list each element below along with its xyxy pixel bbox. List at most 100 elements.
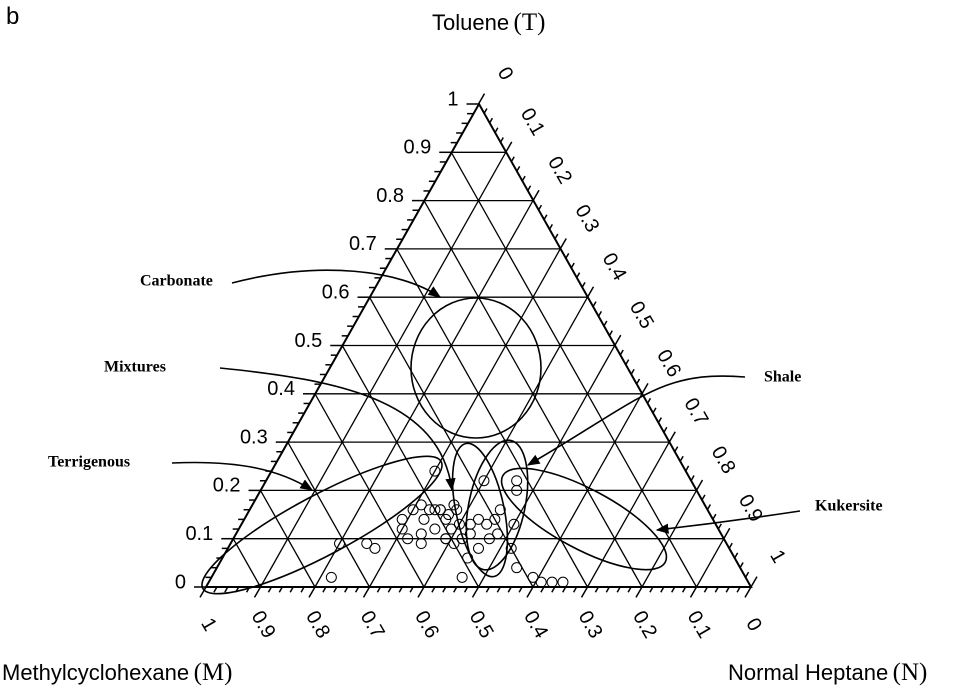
minor-tick [575, 272, 581, 279]
tick-mark [580, 586, 589, 598]
carbonate-region [410, 297, 542, 439]
minor-tick [619, 349, 624, 356]
data-point [361, 538, 373, 550]
tick-label: 0.4 [598, 249, 631, 284]
minor-tick [521, 175, 526, 182]
grid-line [695, 538, 725, 588]
tick-mark [477, 93, 486, 105]
tick-label: 0.4 [267, 378, 295, 400]
tick-mark [308, 586, 316, 598]
minor-tick [706, 504, 712, 511]
arrow [655, 510, 801, 534]
tick-label: 0.6 [410, 607, 443, 642]
tick-label: 0.9 [247, 607, 280, 642]
annotation: Kukersite [815, 498, 883, 515]
tick-label: 0.2 [628, 607, 661, 642]
minor-tick [630, 368, 635, 375]
minor-tick [453, 586, 458, 593]
tick-mark [744, 586, 752, 598]
tick-label: 0 [493, 63, 518, 84]
minor-tick [463, 586, 469, 593]
minor-tick [494, 127, 499, 134]
minor-tick [684, 465, 690, 472]
tick-mark [417, 586, 425, 598]
minor-tick [551, 586, 556, 593]
tick-label: 0.6 [652, 346, 685, 381]
data-point [423, 504, 435, 516]
data-point [445, 523, 457, 535]
minor-tick [649, 586, 654, 593]
minor-tick [739, 562, 744, 569]
terrigenous-region [201, 455, 443, 595]
minor-tick [652, 407, 657, 414]
kukersite-region [500, 467, 668, 571]
tick-label: 0.2 [213, 475, 241, 497]
data-point [415, 499, 427, 511]
data-point [483, 533, 495, 545]
minor-tick [300, 586, 305, 593]
minor-tick [625, 359, 630, 366]
grid-line [477, 345, 616, 588]
axis-name: Methylcyclohexane [2, 660, 189, 685]
grid-line [532, 393, 643, 588]
minor-tick [679, 455, 684, 462]
data-point [511, 475, 523, 487]
minor-tick [635, 378, 641, 385]
minor-tick [646, 397, 652, 404]
tick-label: 0.5 [465, 607, 498, 642]
minor-tick [725, 586, 730, 593]
data-point [464, 528, 476, 540]
minor-tick [496, 586, 501, 593]
minor-tick [398, 586, 403, 593]
grid-line [287, 441, 371, 588]
minor-tick [387, 586, 392, 593]
minor-tick [663, 426, 668, 433]
minor-tick [442, 586, 447, 593]
data-point [429, 504, 441, 516]
tick-mark [614, 334, 622, 346]
arrow [171, 461, 314, 491]
tick-mark [641, 383, 649, 395]
tick-mark [695, 479, 704, 491]
grid-line [396, 248, 589, 588]
data-point [440, 513, 452, 525]
tick-label: 1 [196, 614, 221, 635]
data-point [456, 571, 468, 583]
data-point [492, 528, 504, 540]
data-point [473, 513, 484, 525]
minor-tick [581, 281, 586, 288]
annotation: Shale [764, 369, 801, 386]
data-point [415, 538, 427, 550]
tick-mark [253, 586, 262, 598]
data-point [429, 465, 441, 477]
data-point [407, 504, 419, 516]
grid-line [259, 151, 507, 588]
minor-tick [510, 156, 515, 163]
tick-mark [526, 586, 534, 598]
grid-line [641, 490, 698, 588]
minor-tick [516, 166, 521, 172]
minor-tick [594, 586, 600, 593]
data-point [434, 504, 446, 516]
grid-line [450, 151, 698, 588]
data-point [396, 513, 408, 525]
grid-line [586, 441, 670, 588]
data-point [369, 542, 381, 554]
data-point [557, 576, 569, 588]
minor-tick [572, 586, 578, 593]
data-point [494, 504, 506, 516]
grid-line [232, 538, 262, 588]
data-point [478, 475, 490, 487]
minor-tick [485, 586, 491, 593]
minor-tick [540, 586, 545, 593]
data-point [473, 542, 484, 554]
minor-tick [570, 262, 575, 269]
panel-label: b [6, 3, 19, 30]
grid-line [259, 490, 316, 588]
minor-tick [681, 586, 687, 593]
shale-region [465, 439, 529, 571]
data-point [462, 552, 474, 564]
minor-tick [703, 586, 709, 593]
tick-mark [559, 238, 567, 250]
